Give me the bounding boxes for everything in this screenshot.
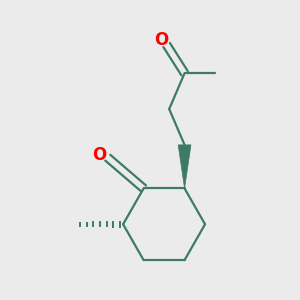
Polygon shape <box>178 145 191 188</box>
Text: O: O <box>92 146 106 164</box>
Text: O: O <box>154 31 169 49</box>
